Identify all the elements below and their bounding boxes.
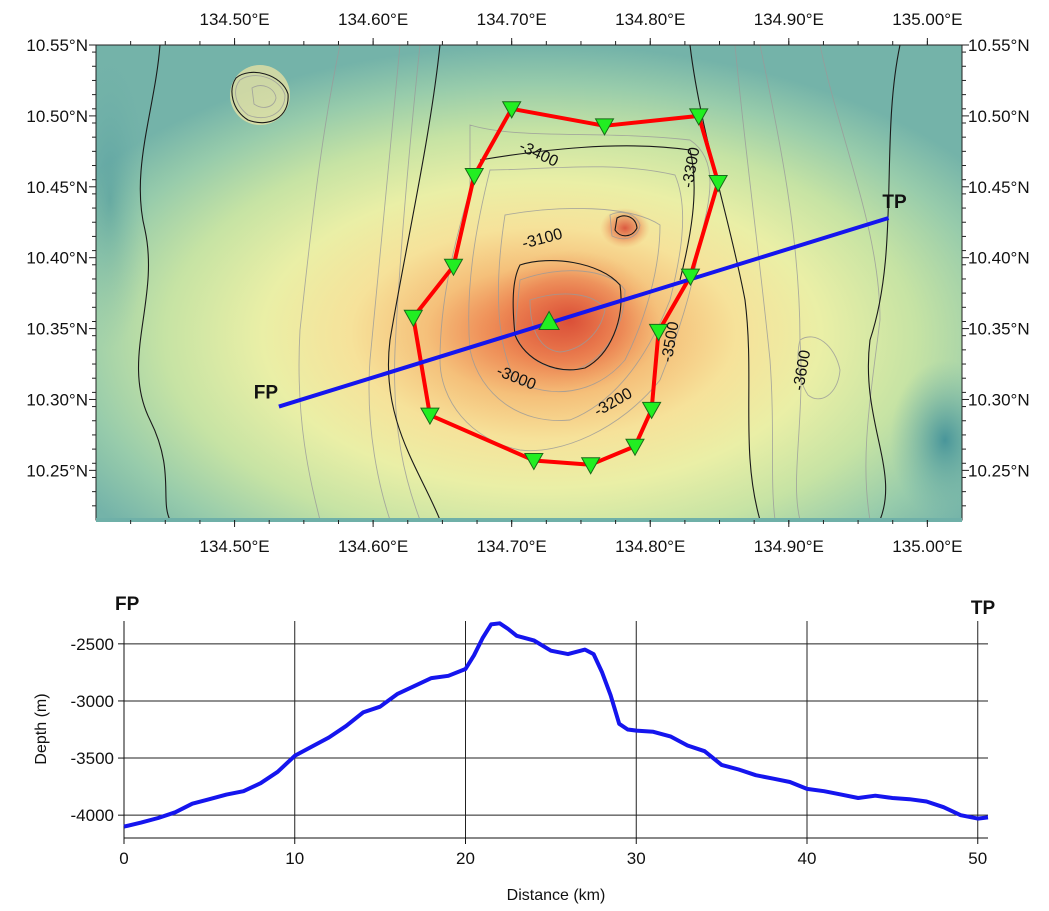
lon-tick-label-top: 134.80°E — [615, 10, 685, 29]
y-tick-label: -3500 — [71, 749, 114, 768]
summit-shading — [480, 250, 660, 390]
lat-tick-label-right: 10.35°N — [968, 320, 1030, 339]
lat-tick-label-left: 10.55°N — [26, 36, 88, 55]
lat-tick-label-right: 10.40°N — [968, 249, 1030, 268]
lon-tick-label-bottom: 134.60°E — [338, 537, 408, 556]
profile-right-label: TP — [971, 598, 996, 619]
summit-marker — [538, 310, 560, 330]
y-tick-label: -3000 — [71, 692, 114, 711]
map-tick-marks — [89, 38, 969, 527]
x-tick-label: 20 — [456, 849, 475, 868]
major-contours — [138, 45, 901, 520]
y-axis-title: Depth (m) — [33, 693, 50, 764]
lon-tick-label-bottom: 135.00°E — [892, 537, 962, 556]
station-marker — [625, 438, 645, 457]
station-marker — [648, 323, 669, 342]
station-marker — [641, 401, 662, 420]
x-tick-label: 10 — [285, 849, 304, 868]
profile-line — [278, 216, 890, 409]
profile-end-label: TP — [882, 192, 907, 213]
lat-tick-label-left: 10.30°N — [26, 390, 88, 409]
station-marker — [580, 457, 601, 475]
lon-tick-label-bottom: 134.90°E — [754, 537, 824, 556]
lat-tick-label-left: 10.45°N — [26, 178, 88, 197]
y-tick-label: -2500 — [71, 635, 114, 654]
contour-label: -3500 — [659, 320, 683, 363]
lon-tick-label-top: 134.70°E — [477, 10, 547, 29]
lat-tick-label-right: 10.45°N — [968, 178, 1030, 197]
map-tick-labels: 134.50°E 134.50°E 134.60°E 134.60°E 134.70°E… — [26, 10, 1029, 556]
lat-tick-label-right: 10.25°N — [968, 461, 1030, 480]
station-marker — [420, 407, 440, 426]
bathymetry-map: -3400 -3300-3100-3000-3200-3500-3600 FP T… — [26, 10, 1029, 556]
profile-start-label: FP — [254, 383, 279, 404]
contour-label: -3600 — [790, 349, 814, 392]
lon-tick-label-top: 135.00°E — [892, 10, 962, 29]
station-marker — [403, 309, 424, 328]
station-marker — [708, 175, 728, 193]
west-deep-shading — [96, 50, 150, 350]
lat-tick-label-left: 10.40°N — [26, 249, 88, 268]
depth-profile-line — [123, 621, 989, 829]
map-terrain: -3400 -3300-3100-3000-3200-3500-3600 FP T… — [96, 45, 962, 520]
station-marker — [464, 167, 485, 186]
lon-tick-label-top: 134.60°E — [338, 10, 408, 29]
contour-label: -3300 — [680, 146, 704, 189]
profile-ticks: 0 10 20 30 40 50 -2500 -3000 -3500 -4000 — [71, 635, 988, 868]
station-marker — [443, 258, 464, 277]
station-marker — [501, 101, 522, 119]
profile-left-label: FP — [115, 594, 140, 615]
lat-tick-label-left: 10.25°N — [26, 461, 88, 480]
x-tick-label: 30 — [627, 849, 646, 868]
lat-tick-label-right: 10.50°N — [968, 107, 1030, 126]
x-tick-label: 40 — [798, 849, 817, 868]
profile-grid — [124, 621, 988, 838]
lat-tick-label-left: 10.35°N — [26, 320, 88, 339]
lon-tick-label-bottom: 134.50°E — [199, 537, 269, 556]
lon-tick-label-bottom: 134.80°E — [615, 537, 685, 556]
depth-profile-chart: 0 10 20 30 40 50 -2500 -3000 -3500 -4000 FP TP Di… — [33, 594, 995, 904]
deep-basin-shading — [890, 360, 962, 520]
lon-tick-label-bottom: 134.70°E — [477, 537, 547, 556]
station-markers — [403, 101, 728, 475]
seamount-shading — [230, 65, 290, 125]
x-tick-label: 0 — [119, 849, 128, 868]
lat-tick-label-right: 10.55°N — [968, 36, 1030, 55]
x-axis-title: Distance (km) — [507, 887, 606, 904]
lon-tick-label-top: 134.90°E — [754, 10, 824, 29]
x-tick-label: 50 — [968, 849, 987, 868]
station-marker — [594, 118, 615, 136]
lat-tick-label-left: 10.50°N — [26, 107, 88, 126]
station-marker — [680, 268, 701, 287]
secondary-peak-shading — [600, 208, 650, 248]
y-tick-label: -4000 — [71, 806, 114, 825]
lon-tick-label-top: 134.50°E — [199, 10, 269, 29]
lat-tick-label-right: 10.30°N — [968, 390, 1030, 409]
station-marker — [523, 452, 544, 471]
station-marker — [688, 108, 709, 126]
